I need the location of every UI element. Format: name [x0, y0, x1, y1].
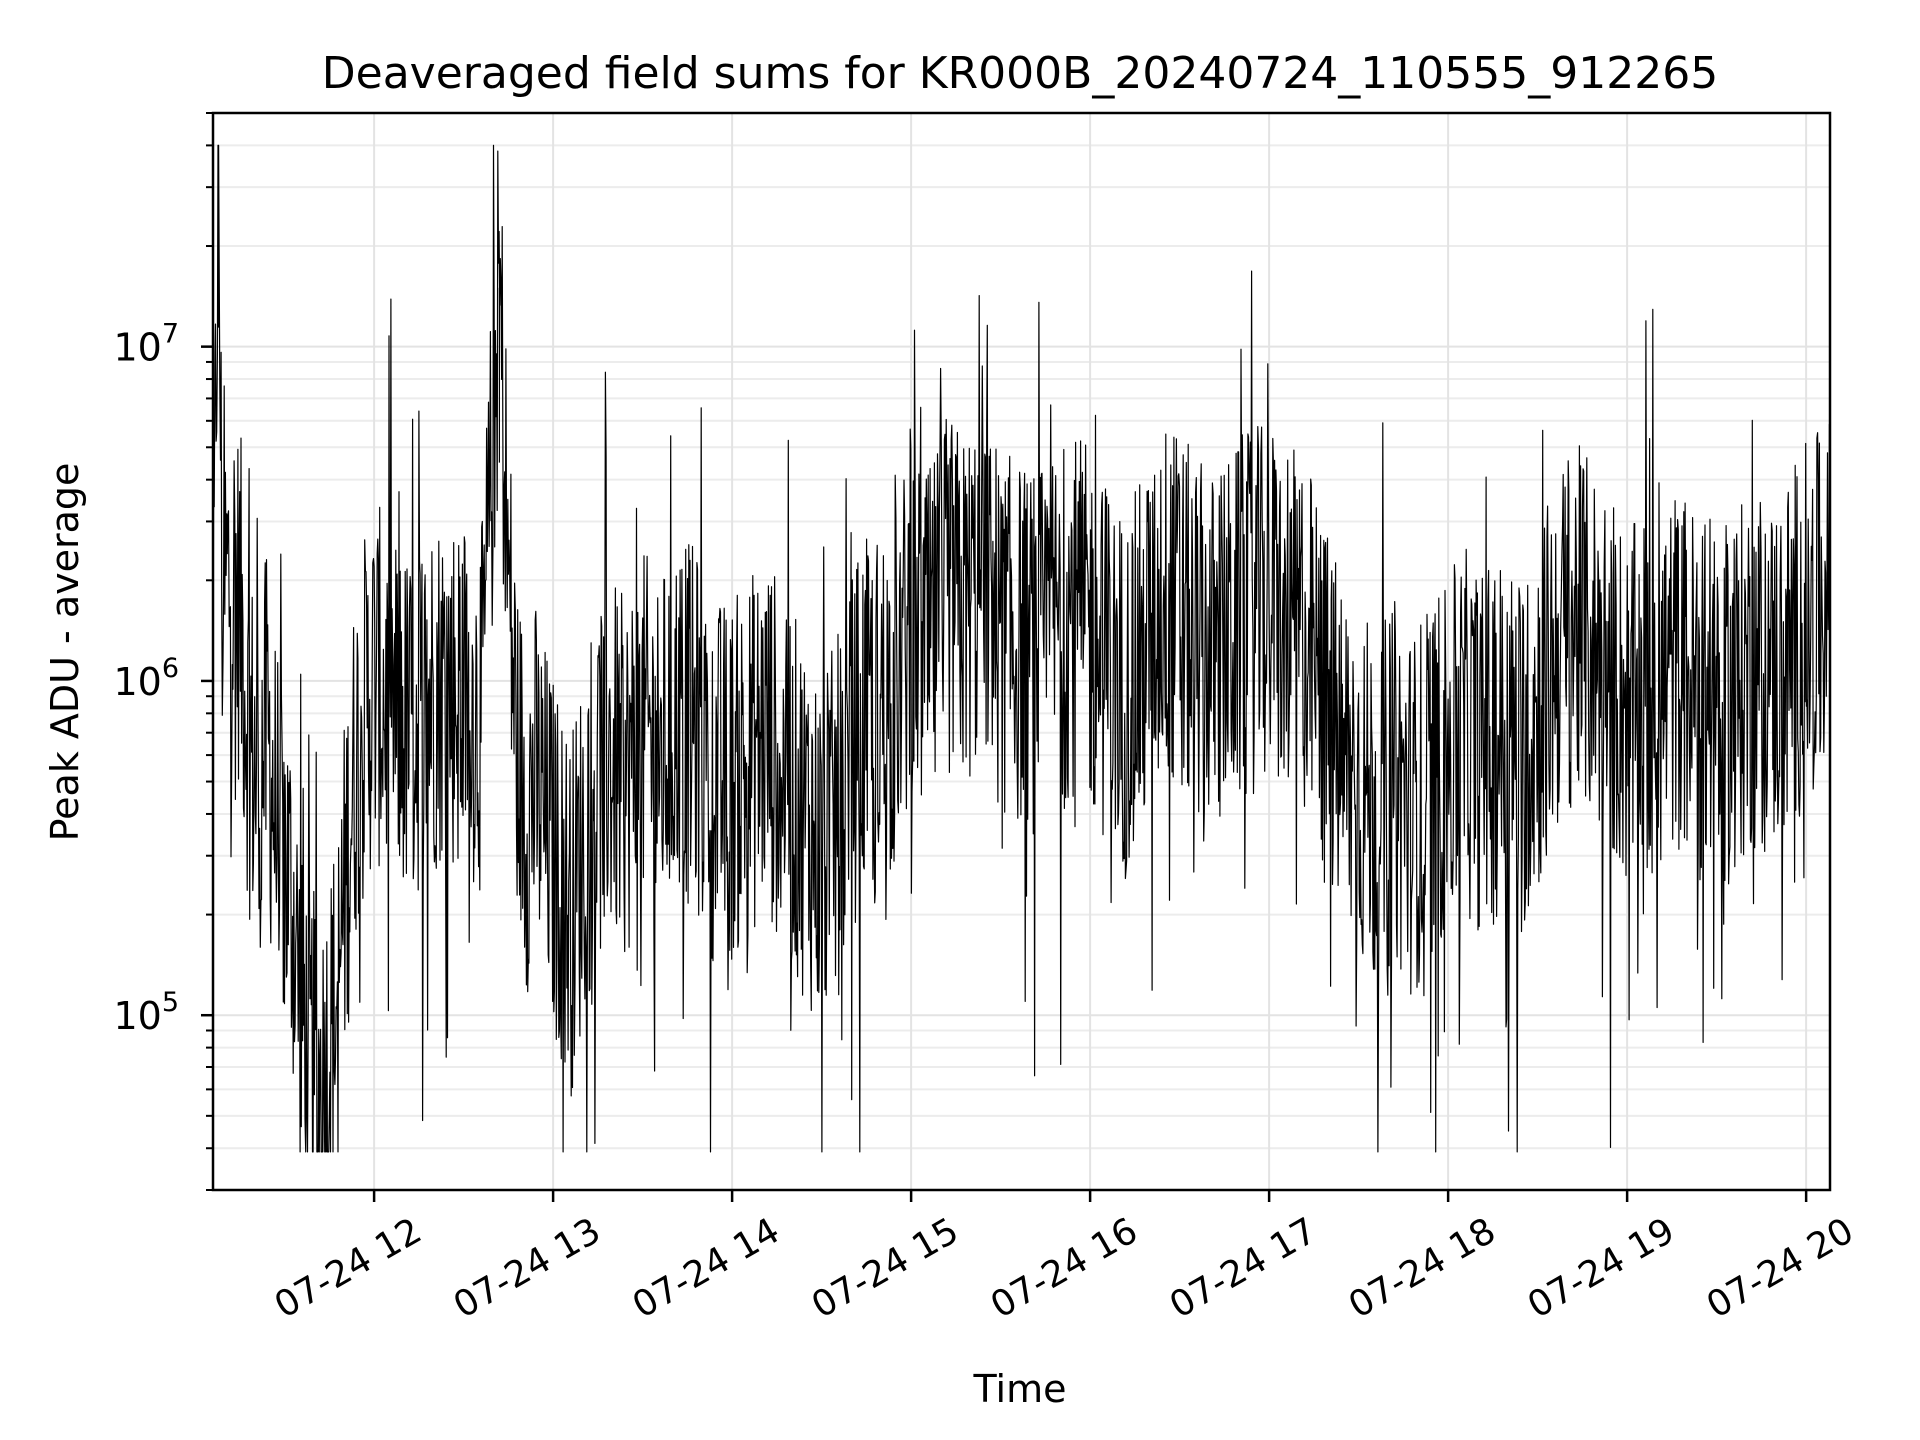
x-tick-label: 07-24 20 [1700, 1210, 1861, 1326]
x-tick-label: 07-24 12 [268, 1210, 429, 1326]
series-group [212, 144, 1831, 1153]
series-line [212, 144, 1831, 1153]
y-axis: 105 106 107 [113, 112, 213, 1191]
y-tick-label: 106 [113, 653, 179, 704]
x-tick-label: 07-24 18 [1342, 1210, 1503, 1326]
x-tick-label: 07-24 16 [984, 1210, 1145, 1326]
y-axis-label: Peak ADU - average [43, 463, 87, 842]
y-tick-label: 107 [113, 319, 179, 370]
plot-frame [211, 111, 1832, 1192]
x-axis-label: Time [973, 1367, 1067, 1411]
x-tick-label: 07-24 15 [805, 1210, 966, 1326]
x-tick-label: 07-24 14 [626, 1210, 787, 1326]
y-tick-label: 105 [113, 987, 179, 1038]
chart-title: Deaveraged field sums for KR000B_2024072… [322, 48, 1718, 99]
x-tick-label: 07-24 17 [1163, 1210, 1324, 1326]
x-axis: 07-24 12 07-24 13 07-24 14 07-24 15 07-24 16… [268, 1190, 1861, 1327]
x-tick-label: 07-24 13 [447, 1210, 608, 1326]
x-tick-label: 07-24 19 [1521, 1210, 1682, 1326]
